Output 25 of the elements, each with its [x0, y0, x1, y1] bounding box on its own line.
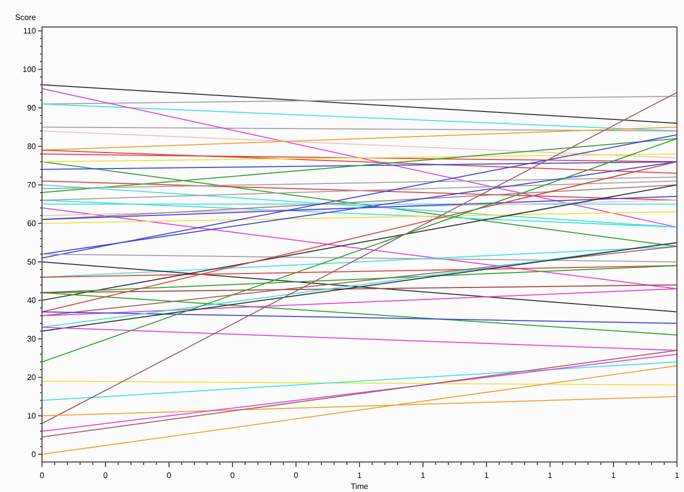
y-tick-label: 90 — [27, 104, 37, 113]
x-tick-label: 0 — [230, 471, 236, 480]
x-tick-label: 1 — [548, 471, 553, 480]
y-tick-label: 0 — [32, 450, 37, 460]
y-axis-title: Score — [15, 13, 37, 22]
y-tick-label: 70 — [27, 180, 37, 190]
y-tick-label: 100 — [22, 65, 37, 74]
y-tick-label: 60 — [27, 219, 37, 228]
y-tick-label: 30 — [27, 334, 37, 344]
y-tick-label: 40 — [27, 296, 37, 306]
x-tick-label: 1 — [611, 471, 616, 480]
y-tick-label: 110 — [23, 26, 37, 36]
x-tick-label: 0 — [294, 471, 299, 480]
y-tick-label: 10 — [27, 412, 37, 421]
y-tick-label: 80 — [27, 142, 37, 152]
x-tick-label: 1 — [674, 471, 680, 480]
x-tick-label: 0 — [40, 471, 45, 480]
y-tick-label: 20 — [27, 373, 37, 382]
x-tick-label: 0 — [103, 471, 108, 480]
y-tick-label: 50 — [27, 258, 37, 267]
x-tick-label: 1 — [484, 471, 490, 480]
x-tick-label: 1 — [357, 471, 362, 480]
x-tick-label: 0 — [166, 471, 172, 480]
x-axis-title: Time — [350, 482, 369, 491]
x-tick-label: 1 — [420, 471, 426, 480]
